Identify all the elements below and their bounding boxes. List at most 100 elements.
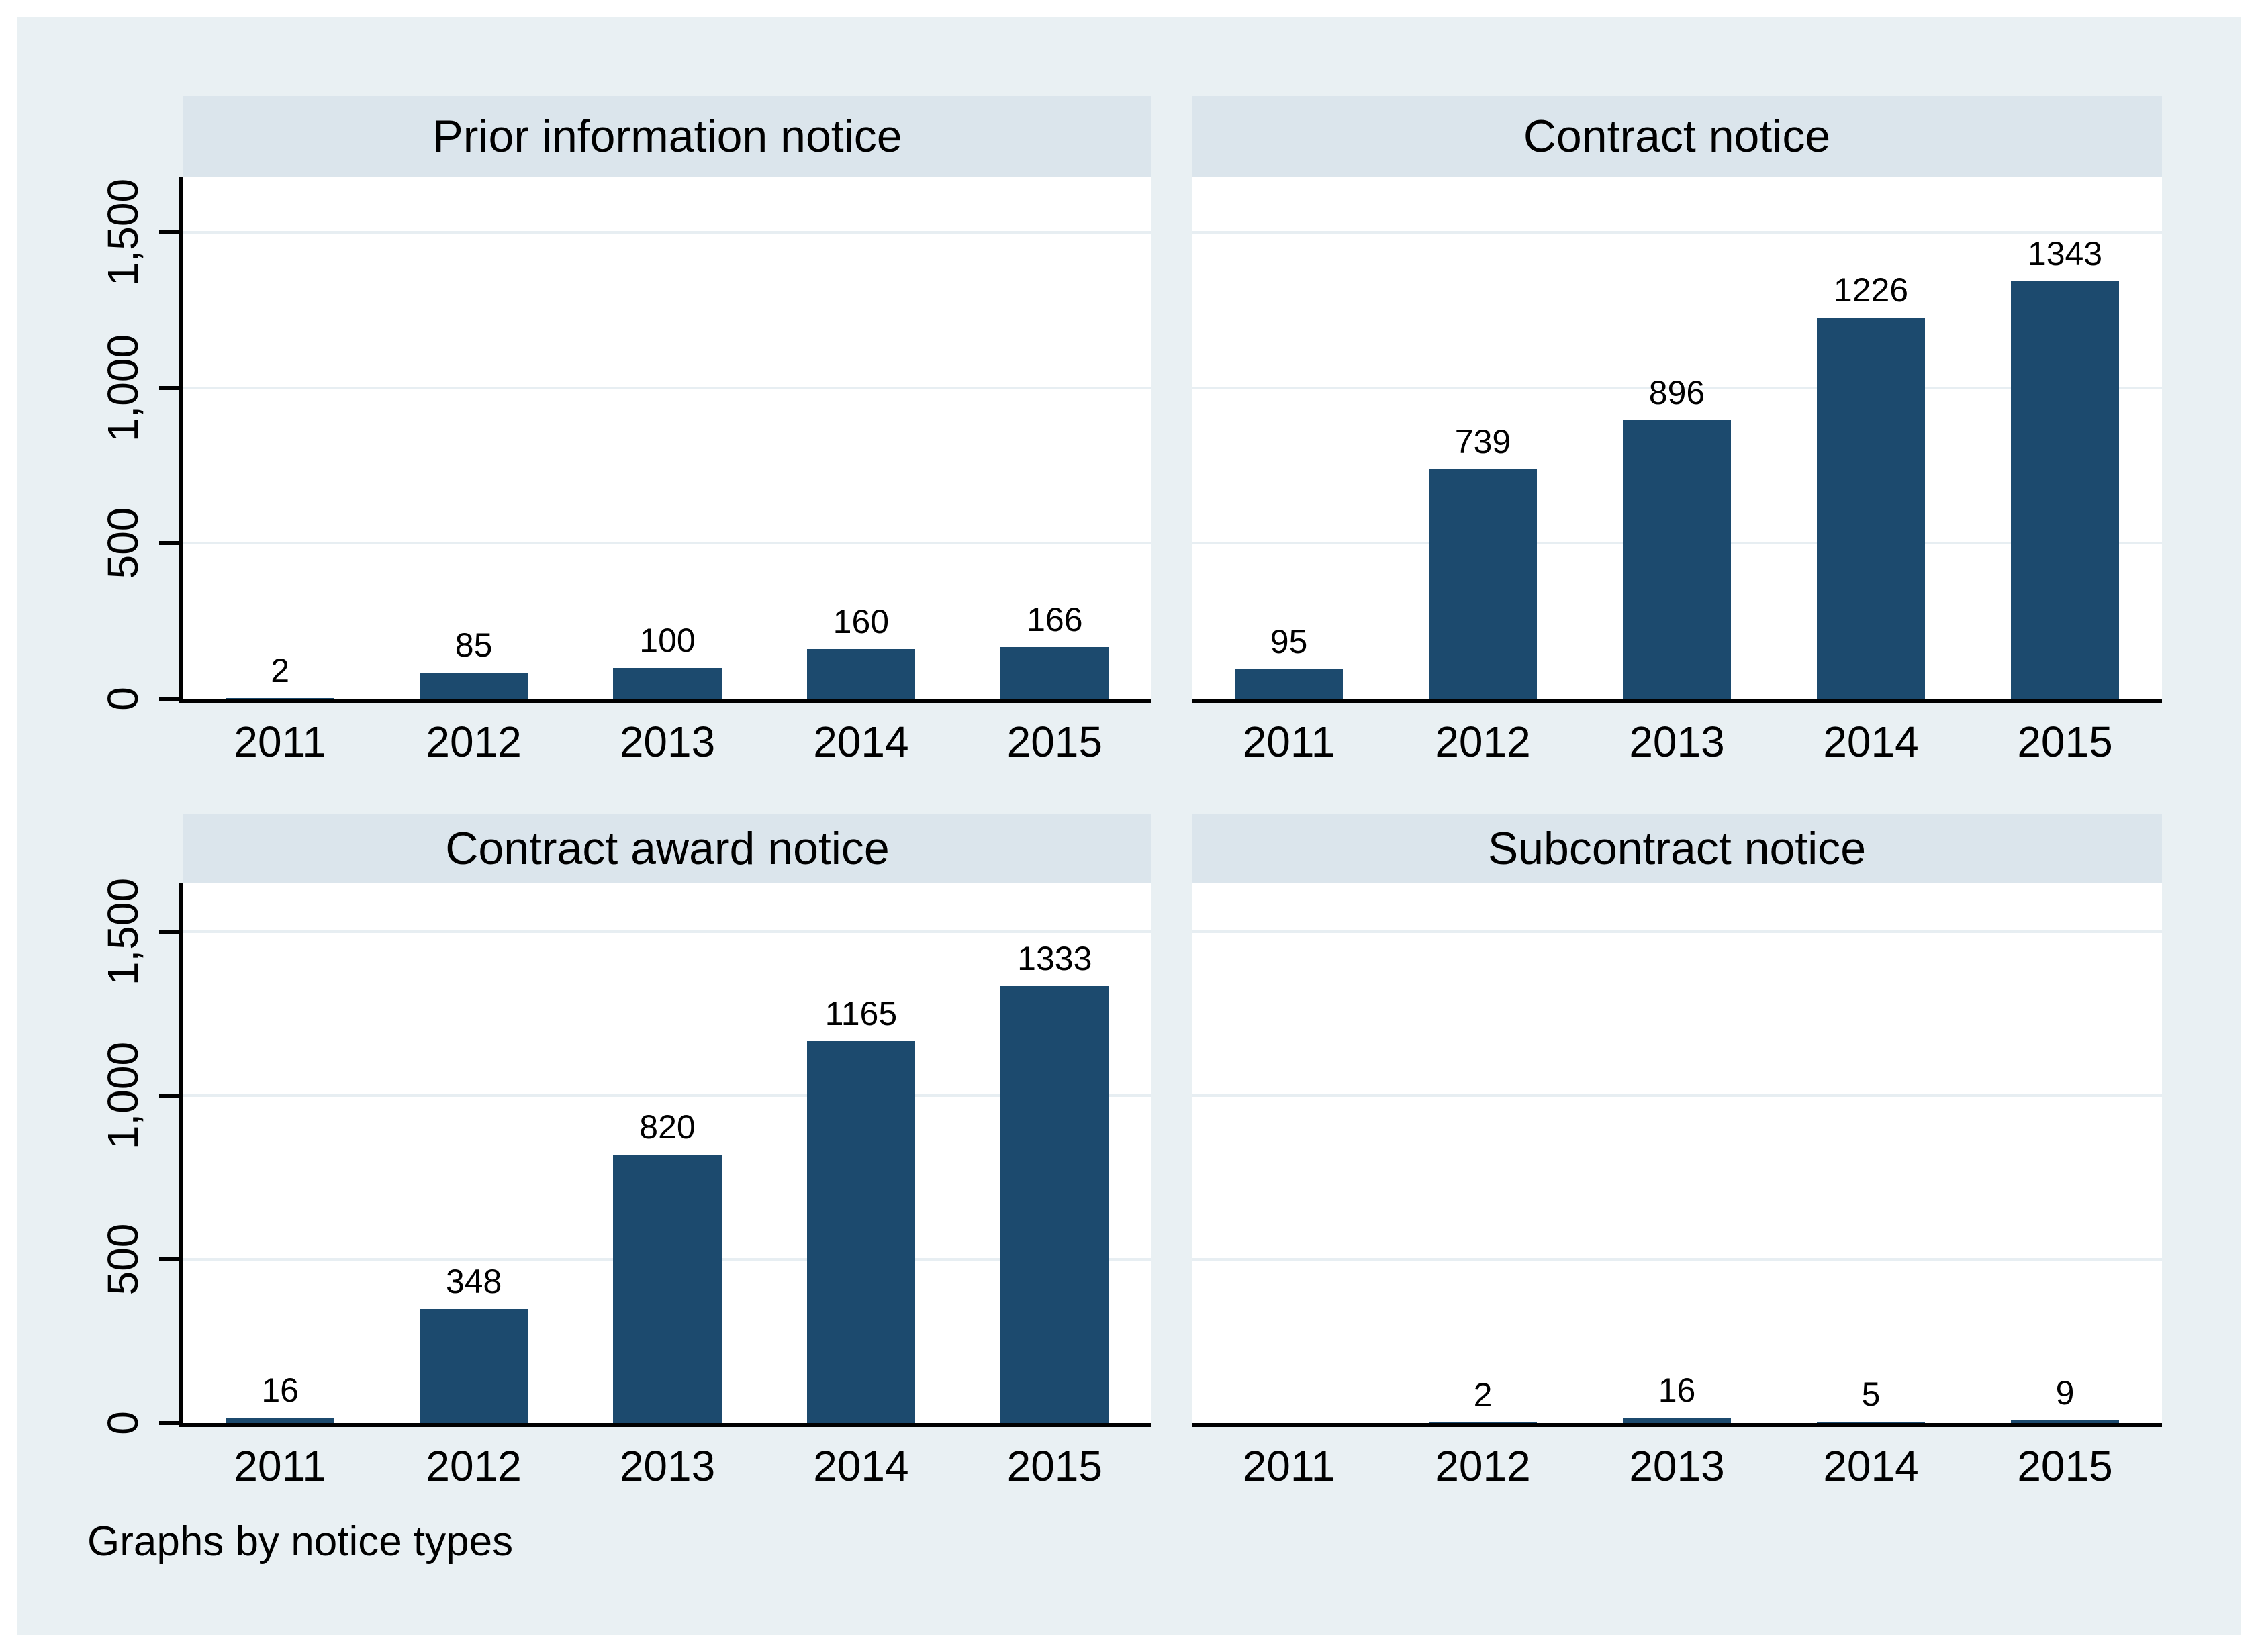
x-axis-label-2011: 2011 — [234, 1442, 326, 1490]
x-axis-label-2014: 2014 — [1823, 718, 1919, 766]
bar-value-label: 1165 — [825, 995, 898, 1032]
bar-2012 — [1428, 469, 1538, 699]
y-axis-tick-1500 — [159, 930, 179, 934]
gridline-500 — [183, 542, 1151, 545]
panel-title-strip: Subcontract notice — [1192, 814, 2162, 883]
bar-value-label: 896 — [1648, 374, 1705, 411]
y-axis-tick-label-1500: 1,500 — [99, 877, 147, 986]
gridline-1500 — [183, 231, 1151, 234]
x-axis-label-2013: 2013 — [619, 718, 716, 766]
bar-2014 — [1816, 1422, 1926, 1423]
y-axis-tick-0 — [159, 1421, 179, 1425]
x-axis-label-2013: 2013 — [1629, 1442, 1725, 1490]
plot-area: 95 739 896 1226 1343 — [1192, 177, 2162, 703]
y-axis-tick-1000 — [159, 1094, 179, 1098]
plot-area: 0 500 1,000 1,500 16 348 820 1165 1333 — [99, 878, 1151, 1435]
bar-value-label: 1226 — [1833, 271, 1909, 309]
bar-value-label: 820 — [639, 1108, 696, 1146]
bar-value-label: 166 — [1027, 601, 1083, 638]
y-axis-tick-500 — [159, 1257, 179, 1261]
gridline-1500 — [1192, 930, 2162, 933]
panel-contract-award-notice: Contract award notice 0 500 1,000 1,500 16 34… — [99, 814, 1151, 1505]
gridline-1000 — [1192, 1094, 2162, 1097]
bar-value-label: 2 — [1473, 1376, 1493, 1414]
bar-2013 — [613, 668, 722, 699]
gridline-1000 — [1192, 386, 2162, 389]
bar-2014 — [1816, 318, 1926, 699]
y-axis-tick-label-1000: 1,000 — [99, 1041, 147, 1150]
bar-value-label: 85 — [455, 626, 493, 664]
y-axis-tick-500 — [159, 541, 179, 546]
y-axis-tick-label-1000: 1,000 — [99, 334, 147, 442]
bar-2015 — [1000, 647, 1109, 699]
bar-2012 — [419, 673, 528, 699]
bar-value-label: 16 — [1658, 1371, 1696, 1409]
bar-value-label: 16 — [261, 1371, 299, 1409]
x-axis-label-2012: 2012 — [426, 718, 522, 766]
gridline-500 — [1192, 1258, 2162, 1261]
bar-value-label: 739 — [1454, 423, 1511, 460]
bar-2014 — [806, 649, 916, 699]
bar-value-label: 100 — [639, 622, 696, 659]
x-axis-label-2012: 2012 — [426, 1442, 522, 1490]
x-axis-label-2015: 2015 — [1006, 1442, 1102, 1490]
bar-2015 — [2010, 281, 2120, 699]
graph-area: Prior information notice 0 500 1,000 1,500 2… — [17, 17, 2241, 1635]
y-axis-tick-0 — [159, 697, 179, 701]
bar-2015 — [1000, 986, 1109, 1423]
y-axis-tick-label-0: 0 — [99, 687, 147, 711]
x-axis-label-2015: 2015 — [1006, 718, 1102, 766]
x-axis-label-2012: 2012 — [1435, 718, 1531, 766]
by-graph-caption: Graphs by notice types — [87, 1518, 514, 1565]
x-axis-label-2013: 2013 — [619, 1442, 716, 1490]
bar-2011 — [226, 698, 334, 699]
gridline-1000 — [183, 1094, 1151, 1097]
gridline-1000 — [183, 386, 1151, 389]
panel-title: Subcontract notice — [1487, 823, 1867, 874]
panel-title-strip: Contract award notice — [183, 814, 1151, 883]
panel-title: Contract award notice — [445, 823, 890, 874]
bar-2011 — [226, 1418, 334, 1423]
panel-title-strip: Contract notice — [1192, 96, 2162, 177]
bar-value-label: 95 — [1270, 623, 1308, 661]
x-axis-label-2015: 2015 — [2017, 1442, 2113, 1490]
x-axis-label-2014: 2014 — [813, 1442, 909, 1490]
bar-value-label: 9 — [2055, 1374, 2075, 1412]
x-axis-labels: 2011 2012 2013 2014 2015 — [183, 720, 1151, 781]
bar-value-label: 5 — [1861, 1375, 1881, 1413]
bar-2012 — [419, 1309, 528, 1423]
bar-2015 — [2010, 1420, 2120, 1423]
bar-2012 — [1428, 1422, 1538, 1423]
y-axis-tick-label-500: 500 — [99, 1223, 147, 1296]
bar-2013 — [1622, 420, 1732, 699]
x-axis-label-2011: 2011 — [234, 718, 326, 766]
bar-2011 — [1234, 669, 1344, 699]
bar-2013 — [1622, 1418, 1732, 1423]
x-axis-labels: 2011 2012 2013 2014 2015 — [1192, 1445, 2162, 1505]
gridline-1500 — [183, 930, 1151, 933]
x-axis-label-2012: 2012 — [1435, 1442, 1531, 1490]
y-axis-tick-label-0: 0 — [99, 1411, 147, 1435]
x-axis-label-2013: 2013 — [1629, 718, 1725, 766]
bar-value-label: 2 — [271, 652, 290, 689]
x-axis-label-2014: 2014 — [1823, 1442, 1919, 1490]
x-axis-labels: 2011 2012 2013 2014 2015 — [183, 1445, 1151, 1505]
x-axis-label-2011: 2011 — [1242, 718, 1335, 766]
bar-2014 — [806, 1041, 916, 1423]
x-axis-labels: 2011 2012 2013 2014 2015 — [1192, 720, 2162, 781]
bar-value-label: 1343 — [2027, 235, 2103, 273]
bar-value-label: 1333 — [1017, 940, 1092, 977]
x-axis-label-2014: 2014 — [813, 718, 909, 766]
x-axis-label-2015: 2015 — [2017, 718, 2113, 766]
panel-title: Contract notice — [1523, 111, 1831, 162]
plot-area: 0 500 1,000 1,500 2 85 100 160 166 — [99, 177, 1151, 711]
panel-prior-information-notice: Prior information notice 0 500 1,000 1,500 2… — [99, 96, 1151, 781]
bar-value-label: 160 — [833, 603, 890, 640]
y-axis-tick-label-1500: 1,500 — [99, 178, 147, 287]
y-axis-tick-1000 — [159, 385, 179, 390]
gridline-1500 — [1192, 231, 2162, 234]
y-axis-tick-label-500: 500 — [99, 507, 147, 579]
y-axis-tick-1500 — [159, 230, 179, 234]
panel-title: Prior information notice — [432, 111, 902, 162]
